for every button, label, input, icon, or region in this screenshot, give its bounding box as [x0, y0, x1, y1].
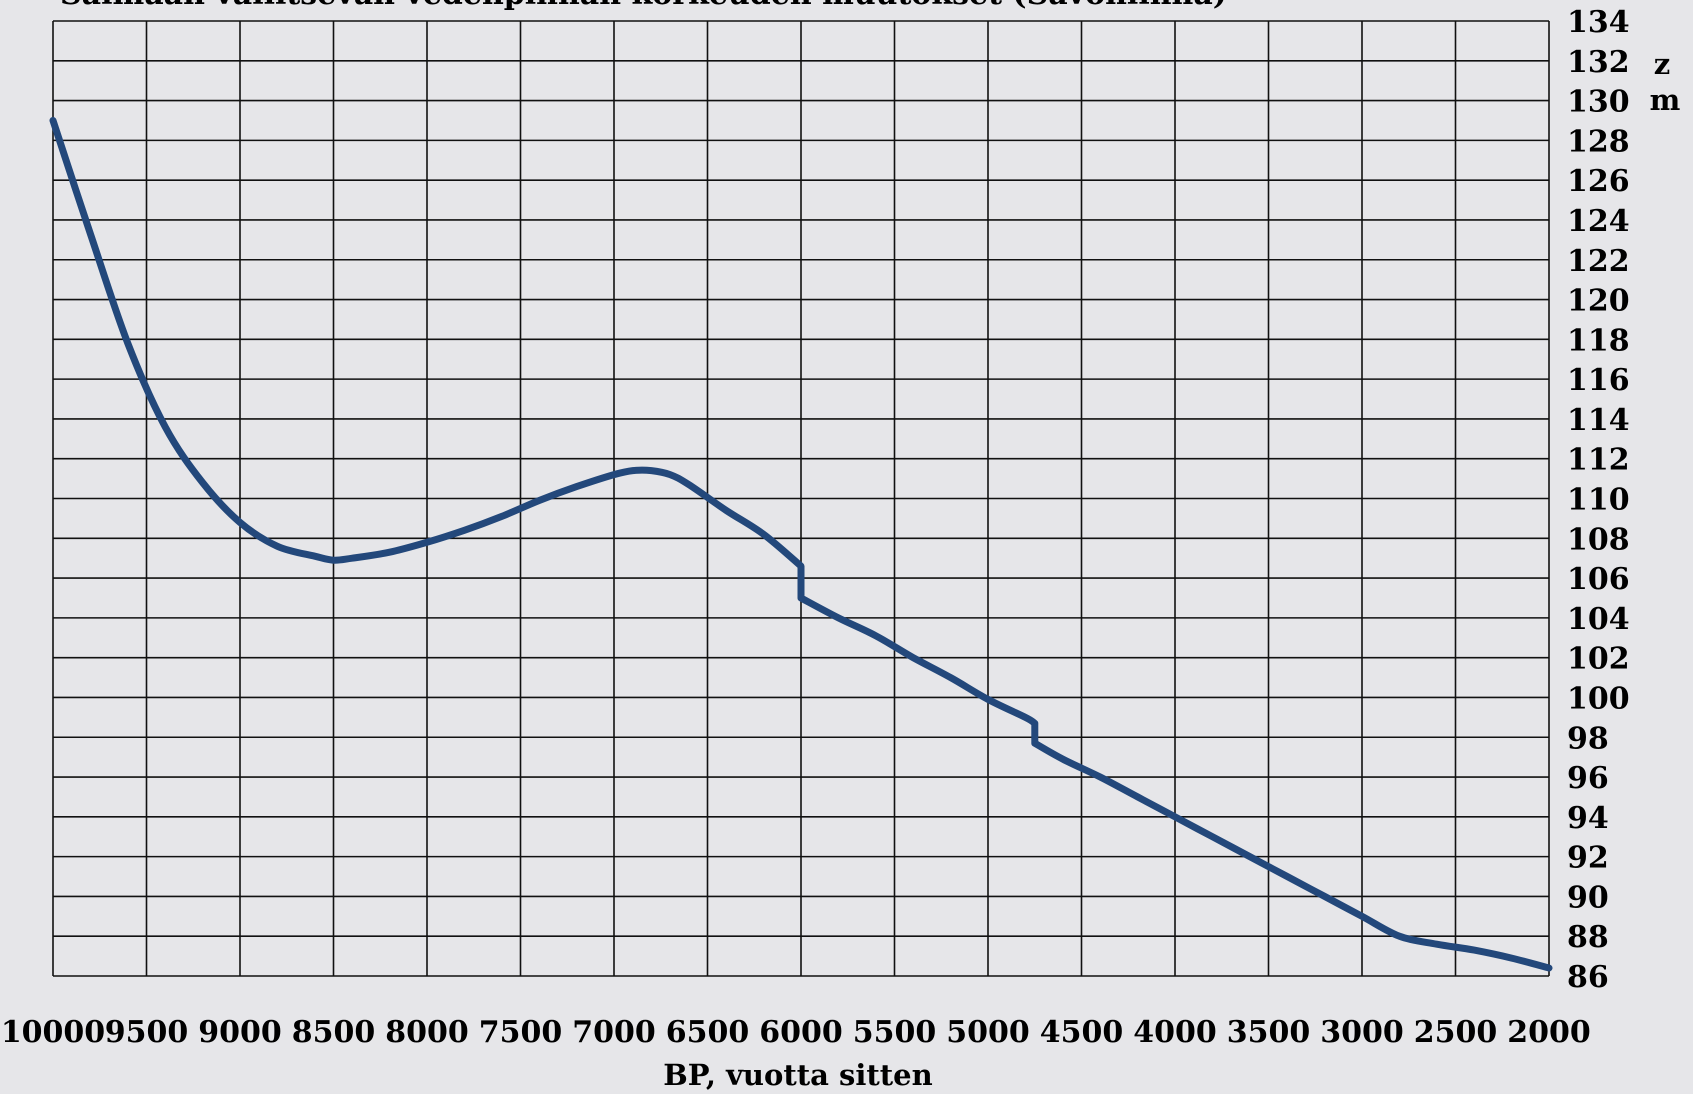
y-tick-label: 92 — [1567, 841, 1609, 876]
x-tick-label: 10000 — [1, 1015, 105, 1050]
y-tick-label: 110 — [1567, 483, 1630, 518]
y-tick-label: 86 — [1567, 960, 1609, 995]
y-tick-label: 100 — [1567, 681, 1630, 716]
y-tick-label: 122 — [1567, 244, 1630, 279]
y-tick-label: 112 — [1567, 443, 1630, 478]
y-tick-label: 88 — [1567, 920, 1609, 955]
x-axis-title: BP, vuotta sitten — [663, 1058, 932, 1092]
y-tick-label: 96 — [1567, 761, 1609, 796]
y-tick-label: 134 — [1567, 5, 1630, 40]
chart-title: Saimaan vallitsevan vedenpinnan korkeude… — [60, 0, 1227, 12]
y-tick-label: 130 — [1567, 85, 1630, 120]
y-tick-label: 118 — [1567, 323, 1630, 358]
x-tick-label: 5500 — [853, 1015, 937, 1050]
y-tick-label: 94 — [1567, 801, 1609, 836]
x-tick-labels: 10000 9500 9000 8500 8000 7500 7000 6500 6000 550… — [1, 1015, 1591, 1050]
y-tick-label: 120 — [1567, 284, 1630, 319]
x-tick-label: 6000 — [759, 1015, 843, 1050]
x-tick-label: 6500 — [666, 1015, 750, 1050]
y-tick-label: 116 — [1567, 363, 1630, 398]
x-tick-label: 7500 — [479, 1015, 563, 1050]
y-tick-label: 90 — [1567, 880, 1609, 915]
x-tick-label: 3000 — [1320, 1015, 1404, 1050]
y-tick-label: 104 — [1567, 602, 1630, 637]
x-tick-label: 4000 — [1133, 1015, 1217, 1050]
x-tick-label: 9500 — [105, 1015, 189, 1050]
x-tick-label: 2000 — [1507, 1015, 1591, 1050]
x-tick-label: 8000 — [385, 1015, 469, 1050]
y-tick-label: 98 — [1567, 721, 1609, 756]
y-tick-label: 102 — [1567, 642, 1630, 677]
series-line — [49, 117, 1553, 972]
y-axis-z-label: z — [1654, 47, 1670, 81]
x-tick-label: 2500 — [1414, 1015, 1498, 1050]
series-layer — [49, 117, 1553, 972]
x-tick-label: 3500 — [1227, 1015, 1311, 1050]
x-tick-label: 9000 — [198, 1015, 282, 1050]
grid-lines — [52, 20, 1550, 977]
y-tick-label: 114 — [1567, 403, 1630, 438]
y-tick-labels: 86 88 90 92 94 96 98 100 102 104 106 108 110 112 114 11… — [1567, 5, 1630, 995]
y-tick-label: 106 — [1567, 562, 1630, 597]
x-tick-label: 7000 — [572, 1015, 656, 1050]
y-tick-label: 124 — [1567, 204, 1630, 239]
y-tick-label: 108 — [1567, 522, 1630, 557]
y-tick-label: 132 — [1567, 45, 1630, 80]
x-tick-label: 8500 — [292, 1015, 376, 1050]
y-axis-unit-label: m — [1650, 83, 1681, 117]
x-tick-label: 5000 — [946, 1015, 1030, 1050]
x-tick-label: 4500 — [1040, 1015, 1124, 1050]
y-tick-label: 126 — [1567, 164, 1630, 199]
y-tick-label: 128 — [1567, 124, 1630, 159]
